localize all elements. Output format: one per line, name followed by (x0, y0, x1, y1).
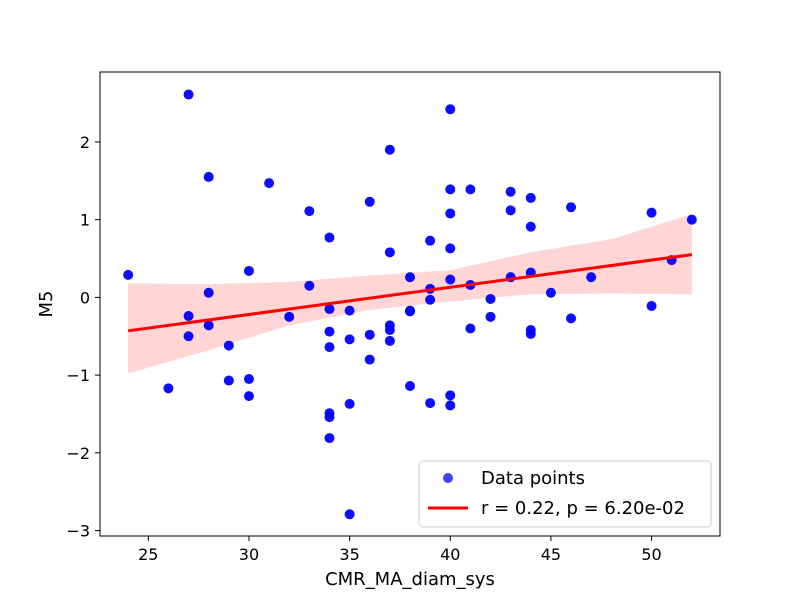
data-point (324, 326, 335, 337)
data-point (525, 192, 536, 203)
data-point (183, 89, 194, 100)
data-point (525, 328, 536, 339)
data-point (324, 412, 335, 423)
data-point (505, 205, 516, 216)
data-point (384, 335, 395, 346)
data-point (243, 391, 254, 402)
data-point (445, 104, 456, 115)
y-tick-label: −3 (66, 522, 90, 541)
data-point (445, 184, 456, 195)
y-tick-label: 0 (80, 288, 90, 307)
data-point (163, 383, 174, 394)
fit-line-layer (127, 253, 693, 333)
legend: Data points r = 0.22, p = 6.20e-02 (418, 460, 712, 528)
data-point (384, 247, 395, 258)
data-point (304, 280, 315, 291)
data-point (364, 196, 375, 207)
data-point (646, 207, 657, 218)
data-point (425, 398, 436, 409)
y-axis-label: M5 (36, 291, 57, 318)
data-point (203, 287, 214, 298)
data-point (445, 400, 456, 411)
data-point (243, 374, 254, 385)
data-point (445, 243, 456, 254)
data-point (465, 184, 476, 195)
data-point (485, 311, 496, 322)
data-point (324, 433, 335, 444)
data-point (264, 178, 275, 189)
data-point (405, 272, 415, 283)
data-point (465, 323, 476, 334)
data-point (364, 329, 375, 340)
legend-box (418, 460, 712, 528)
data-point (364, 354, 375, 365)
data-point (223, 340, 234, 351)
data-point (425, 235, 436, 246)
data-point (324, 342, 335, 353)
legend-points-marker (443, 473, 453, 483)
data-point (445, 274, 456, 285)
x-tick-label: 35 (339, 545, 359, 564)
data-point (445, 390, 456, 401)
x-axis-ticks: 25 30 35 40 45 50 (138, 536, 662, 564)
data-point (344, 334, 355, 345)
data-point (445, 208, 456, 219)
data-point (183, 311, 194, 322)
y-tick-label: 1 (80, 211, 90, 230)
x-tick-label: 40 (440, 545, 460, 564)
data-point (425, 294, 436, 305)
x-tick-label: 30 (239, 545, 259, 564)
plot-frame (99, 71, 721, 537)
data-point (344, 509, 355, 520)
data-point (243, 265, 254, 276)
data-point (284, 311, 295, 322)
data-point (384, 325, 395, 336)
data-point (324, 232, 335, 243)
data-point (223, 375, 234, 386)
x-tick-label: 45 (541, 545, 561, 564)
data-point (566, 202, 577, 213)
x-tick-label: 50 (641, 545, 661, 564)
data-point (203, 171, 214, 182)
data-point (525, 221, 536, 232)
data-point (545, 287, 556, 298)
y-tick-label: 2 (80, 133, 90, 152)
data-point (405, 380, 415, 391)
x-axis-label: CMR_MA_diam_sys (325, 569, 495, 590)
y-axis-ticks: −3 −2 −1 0 1 2 (66, 133, 100, 541)
data-point (405, 306, 415, 317)
data-point (304, 206, 315, 217)
legend-points-label: Data points (481, 468, 585, 489)
data-point (344, 305, 355, 316)
data-point (123, 269, 134, 280)
data-point (344, 398, 355, 409)
data-point (505, 186, 516, 197)
data-point (183, 331, 194, 342)
legend-line-label: r = 0.22, p = 6.20e-02 (481, 498, 685, 519)
x-tick-label: 25 (138, 545, 158, 564)
data-point (566, 313, 577, 324)
y-tick-label: −2 (66, 444, 90, 463)
regression-line (127, 253, 693, 333)
data-point (646, 300, 657, 311)
data-point (203, 320, 214, 331)
data-point (384, 144, 395, 155)
y-tick-label: −1 (66, 366, 90, 385)
data-point (485, 293, 496, 304)
data-points-layer (123, 89, 697, 520)
data-point (324, 304, 335, 315)
data-point (686, 214, 697, 225)
data-point (586, 272, 597, 283)
